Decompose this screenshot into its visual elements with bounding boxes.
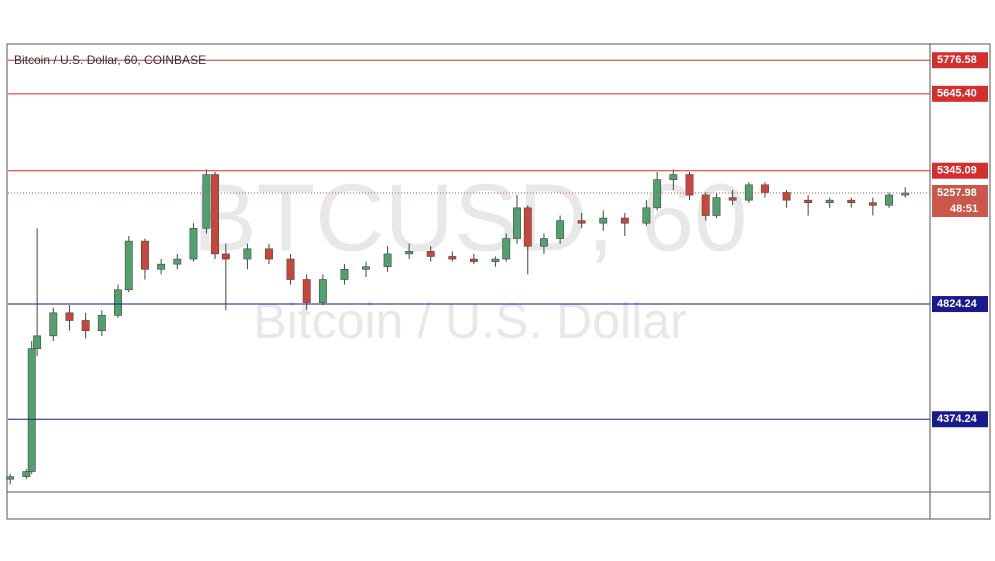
level-label: 4824.24 [937,298,978,310]
candle-body [868,202,877,206]
level-label-box [932,162,988,179]
level-label-box [932,85,988,102]
candle-body [340,268,349,280]
candle-body [362,266,370,270]
candle-body [728,197,737,201]
candle-body [97,315,106,332]
watermark: BTCUSD, 60 [193,164,748,271]
candle-body [221,253,230,260]
candle-body [642,207,651,224]
candle-body [33,335,42,349]
candle-body [189,228,198,260]
candle-body [211,174,219,255]
candle-body [847,199,856,204]
level-label: 5776.58 [937,54,977,66]
candle-body [701,194,710,216]
candle-body [804,199,813,204]
candle-body [426,251,435,257]
candle-body [405,251,414,255]
current-price-box [932,184,988,217]
candle-body [114,289,122,316]
chart-title: Bitcoin / U.S. Dollar, 60, COINBASE [14,53,206,67]
candle-body [761,184,769,193]
candle-body [577,220,586,224]
candle-body [540,238,548,247]
watermark-subtitle: Bitcoin / U.S. Dollar [253,293,686,349]
level-label-box [932,296,988,313]
level-label-box [932,411,988,428]
chart-frame [6,43,991,520]
level-label: 4374.24 [937,413,978,425]
candle-body [124,240,133,291]
candle-body [157,263,166,270]
current-price-label: 5257.98 [937,187,977,199]
candle-body [49,312,58,337]
candle-body [141,240,149,270]
candle-body [491,258,500,262]
candle-body [599,217,608,224]
candle-body [744,184,753,201]
candle-body [302,279,311,303]
candle-body [27,348,36,472]
candle-body [202,174,211,229]
candle-body [65,312,74,321]
candle-body [265,248,273,260]
candle-body [782,192,791,201]
candle-body [6,476,15,480]
candle-body [469,258,478,262]
candle-body [502,238,511,260]
candle-body [173,258,182,265]
candle-body [620,217,629,224]
candle-body [318,279,327,303]
candle-body [81,320,90,332]
candle-body [383,253,392,268]
candle-body [523,207,532,247]
level-label-box [932,52,988,69]
candle-body [712,197,721,216]
candle-body [513,207,521,239]
candle-body [685,174,694,196]
candle-body [669,174,678,180]
candle-body [885,194,893,206]
candle-body [286,258,295,280]
candle-body [653,179,662,209]
candle-body [448,256,457,260]
candle-body [243,248,252,260]
candle-body [825,199,834,204]
candle-body [22,471,31,477]
level-label: 5645.40 [937,88,977,100]
countdown-label: 48:51 [950,203,978,215]
level-label: 5345.09 [937,165,977,177]
candle-body [556,220,565,239]
